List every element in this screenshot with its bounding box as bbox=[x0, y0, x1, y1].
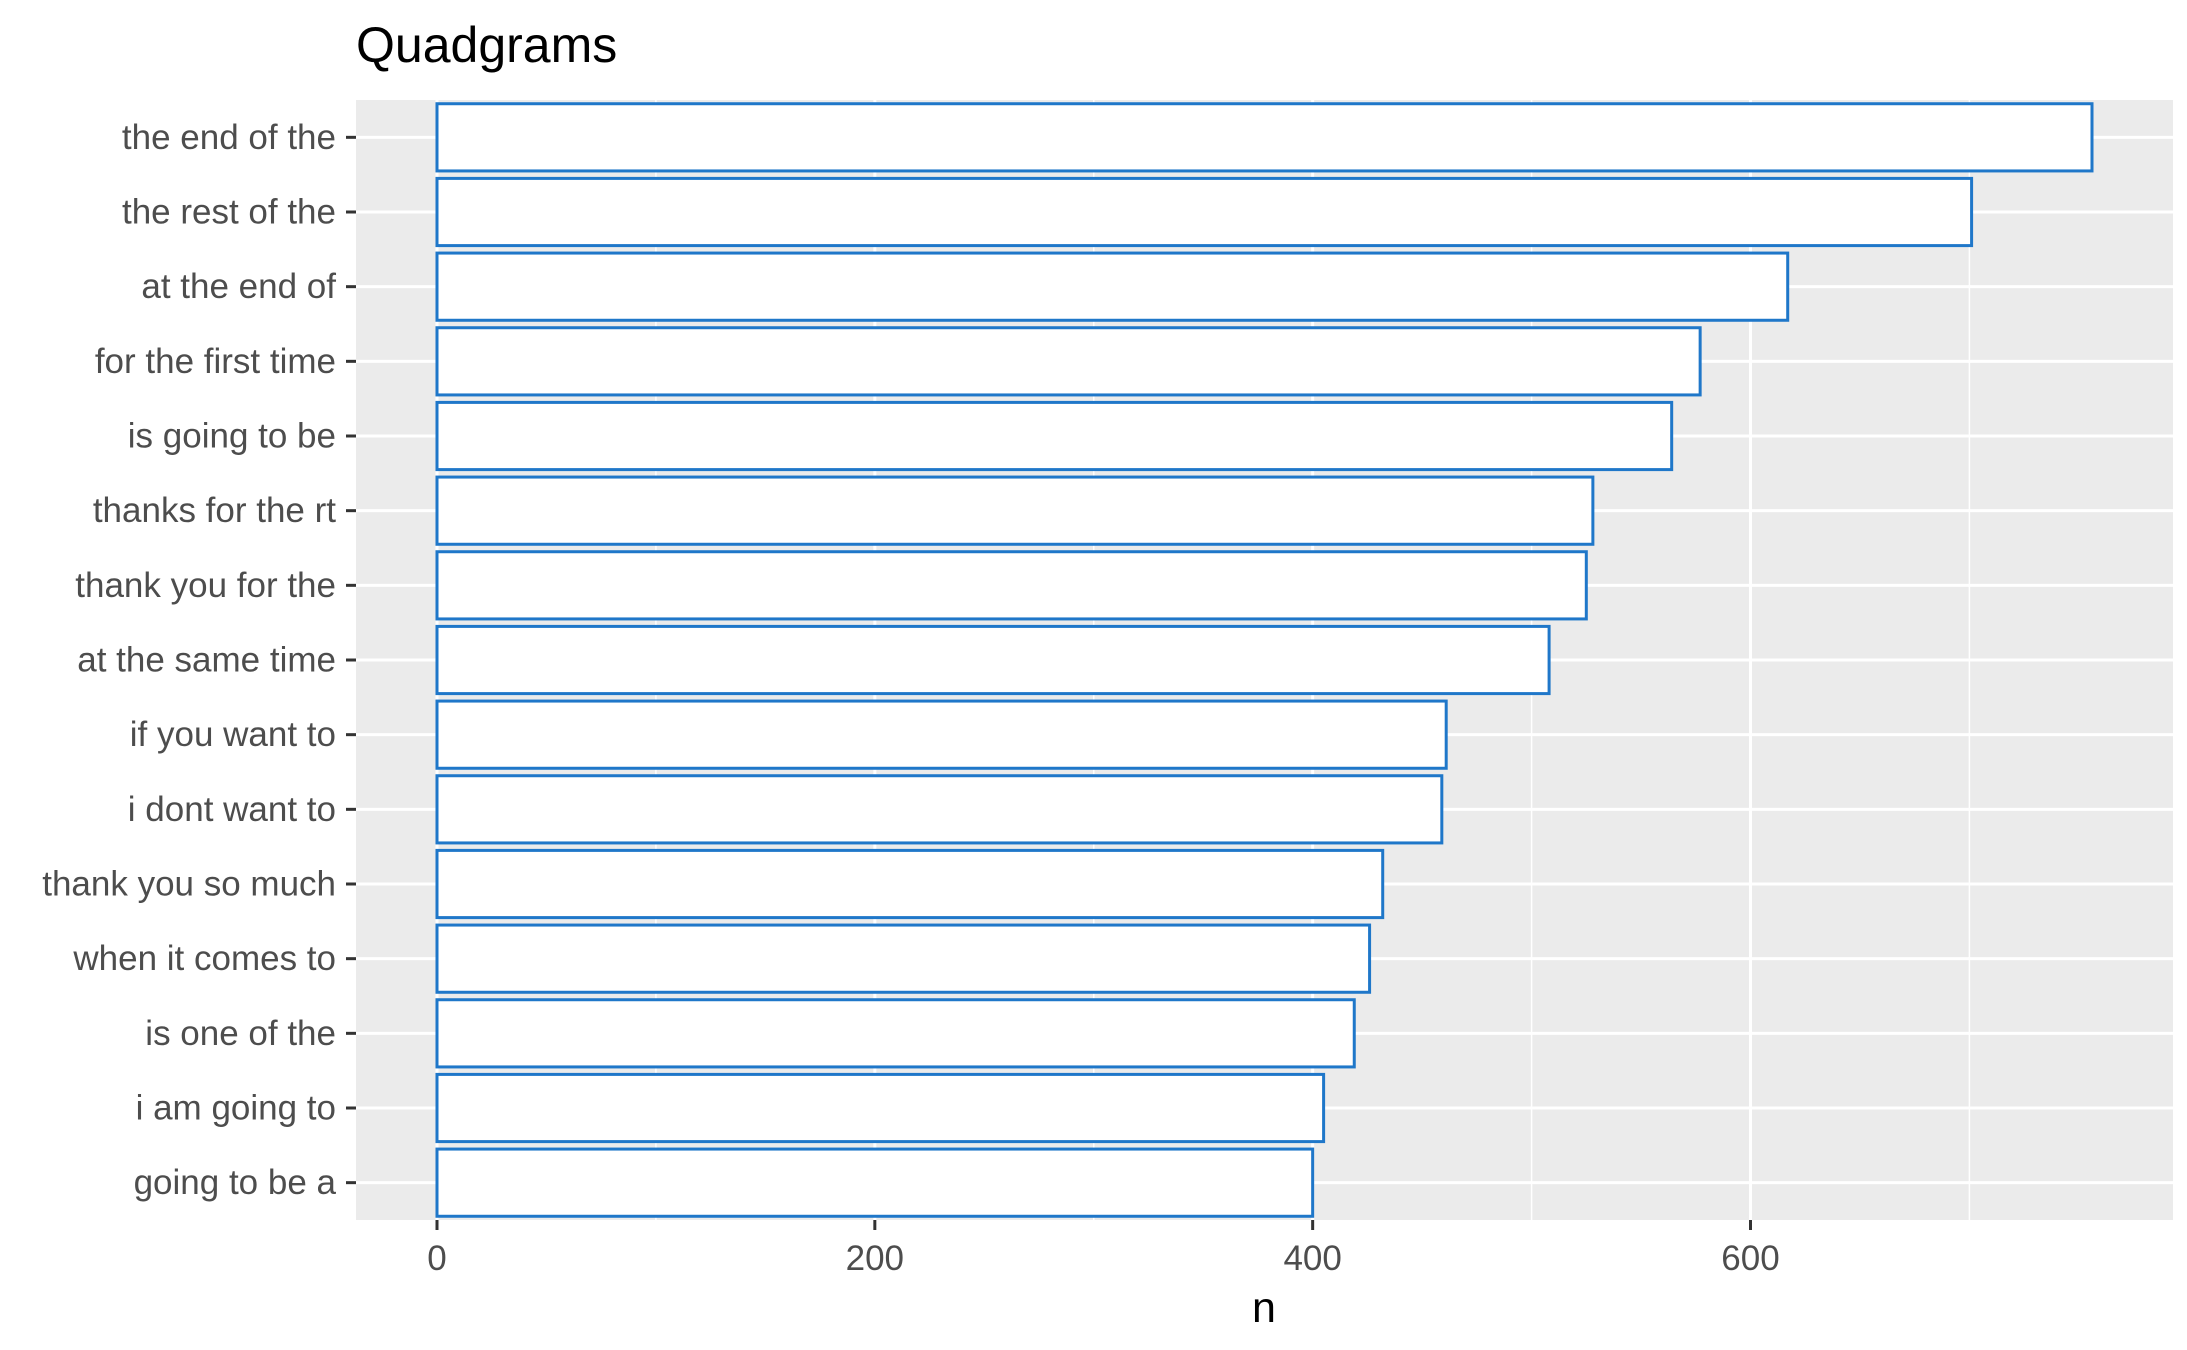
x-tick-label-0: 0 bbox=[427, 1239, 446, 1278]
category-label-3: for the first time bbox=[95, 342, 336, 381]
category-label-5: thanks for the rt bbox=[93, 491, 336, 530]
bar-11 bbox=[435, 923, 1372, 994]
bar-8 bbox=[435, 699, 1448, 770]
category-label-2: at the end of bbox=[141, 267, 336, 306]
y-axis: the end of the the rest of the at the end … bbox=[42, 118, 356, 1202]
x-axis: 0 200 400 600 bbox=[427, 1220, 1780, 1278]
category-label-12: is one of the bbox=[145, 1014, 336, 1053]
chart-title: Quadgrams bbox=[356, 17, 617, 73]
bar-5 bbox=[435, 475, 1595, 546]
category-label-9: i dont want to bbox=[128, 790, 336, 829]
bar-2 bbox=[435, 251, 1790, 322]
category-label-11: when it comes to bbox=[72, 939, 336, 978]
bars bbox=[435, 102, 2094, 1218]
bar-0 bbox=[435, 102, 2094, 173]
category-label-14: going to be a bbox=[134, 1163, 337, 1202]
category-label-8: if you want to bbox=[130, 715, 336, 754]
category-label-6: thank you for the bbox=[75, 566, 336, 605]
category-label-4: is going to be bbox=[128, 417, 336, 456]
x-tick-label-1: 200 bbox=[846, 1239, 904, 1278]
x-axis-title: n bbox=[1252, 1284, 1276, 1332]
category-label-1: the rest of the bbox=[122, 193, 336, 232]
bar-12 bbox=[435, 998, 1356, 1069]
bar-1 bbox=[435, 176, 1974, 248]
bar-7 bbox=[435, 624, 1551, 696]
category-label-10: thank you so much bbox=[42, 865, 336, 904]
x-tick-label-2: 400 bbox=[1283, 1239, 1341, 1278]
bar-13 bbox=[435, 1072, 1326, 1144]
x-tick-label-3: 600 bbox=[1721, 1239, 1779, 1278]
category-label-13: i am going to bbox=[136, 1089, 336, 1128]
bar-9 bbox=[435, 774, 1444, 845]
bar-6 bbox=[435, 550, 1588, 621]
bar-4 bbox=[435, 400, 1674, 472]
category-label-7: at the same time bbox=[77, 641, 336, 680]
bar-14 bbox=[435, 1147, 1315, 1218]
bar-10 bbox=[435, 848, 1385, 920]
category-label-0: the end of the bbox=[122, 118, 336, 157]
bar-3 bbox=[435, 326, 1702, 397]
